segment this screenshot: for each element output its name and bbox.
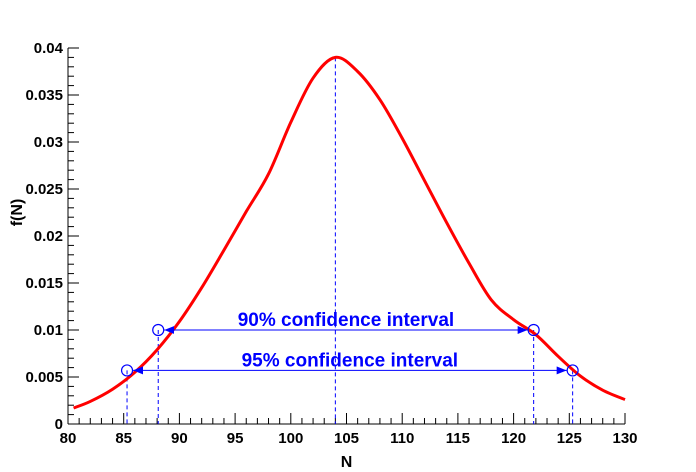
y-tick-label: 0.04: [34, 40, 64, 57]
x-tick-label: 90: [171, 430, 188, 447]
y-tick-label: 0.03: [34, 134, 63, 151]
y-tick-label: 0.025: [25, 181, 63, 198]
interval-high-marker: [527, 323, 540, 337]
y-tick-label: 0: [55, 416, 63, 433]
x-tick-label: 130: [612, 430, 637, 447]
interval-label: 95% confidence interval: [242, 350, 458, 371]
axes: [67, 47, 626, 425]
interval-layer: 90% confidence interval 95% confidence in…: [120, 310, 579, 377]
y-tick-label: 0.01: [34, 322, 63, 339]
x-tick-label: 105: [334, 430, 359, 447]
x-tick-label: 125: [557, 430, 582, 447]
interval-label: 90% confidence interval: [238, 310, 454, 331]
density-curve: [73, 55, 626, 410]
x-tick-label: 95: [227, 430, 244, 447]
y-tick-label: 0.035: [25, 87, 63, 104]
y-tick-label: 0.02: [34, 228, 63, 245]
interval-low-marker: [152, 323, 165, 337]
x-tick-label: 85: [115, 430, 132, 447]
x-tick-label: 100: [278, 430, 303, 447]
y-tick-label: 0.015: [25, 275, 63, 292]
labels: 80 85 90 95 100 105 110 115 120 125 130 0 0.005 0.01 0…: [9, 40, 638, 471]
y-tick-label: 0.005: [25, 369, 63, 386]
curve-layer: [73, 55, 626, 410]
x-tick-label: 115: [446, 430, 470, 447]
x-tick-label: 110: [390, 430, 414, 447]
y-axis-title: f(N): [9, 199, 26, 227]
x-axis-title: N: [341, 454, 353, 471]
interval-high-marker: [566, 364, 579, 377]
x-tick-label: 80: [60, 430, 77, 447]
x-tick-label: 120: [501, 430, 526, 447]
interval-low-marker: [120, 364, 134, 377]
